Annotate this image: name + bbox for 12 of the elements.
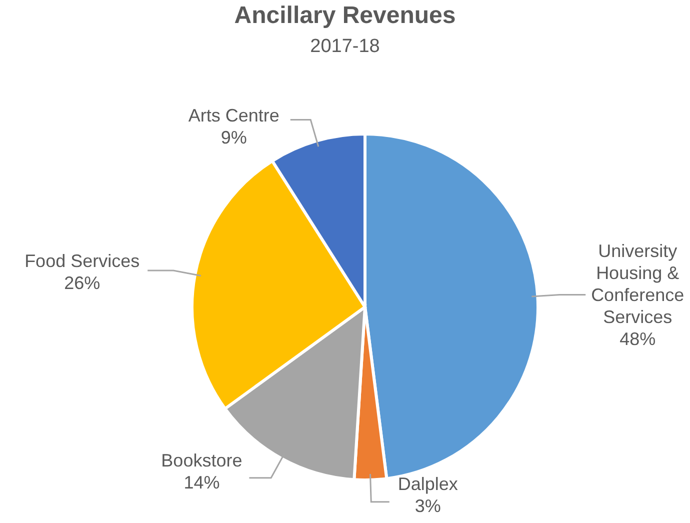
- chart-subtitle: 2017-18: [309, 36, 381, 58]
- data-label: 9%: [220, 127, 247, 148]
- slice-label: Bookstore: [161, 450, 242, 471]
- data-label: 48%: [620, 329, 656, 350]
- chart-title: Ancillary Revenues: [233, 2, 457, 30]
- data-label: 26%: [64, 272, 100, 293]
- slice-label: University Housing & Conference Services: [591, 241, 684, 328]
- data-label: 3%: [414, 496, 441, 516]
- data-label: 14%: [184, 472, 220, 493]
- slice-label: Food Services: [24, 250, 140, 271]
- slice-label: Arts Centre: [188, 105, 280, 126]
- slice-label: Dalplex: [398, 474, 458, 494]
